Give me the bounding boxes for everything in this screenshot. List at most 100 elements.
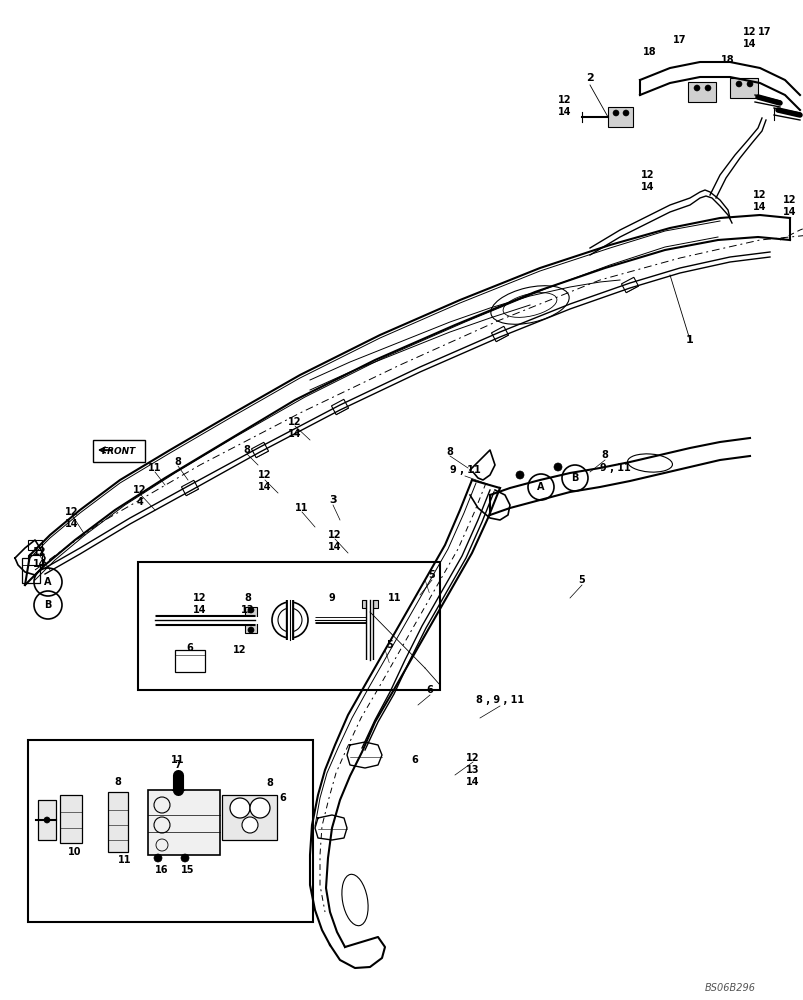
Text: 14: 14 [65, 519, 79, 529]
Bar [28, 740, 312, 922]
Text: 12: 12 [193, 593, 206, 603]
Bar [108, 792, 128, 852]
Text: 14: 14 [557, 107, 571, 117]
Circle shape [44, 817, 50, 823]
Bar [22, 558, 40, 583]
Text: 13: 13 [466, 765, 479, 775]
Bar [607, 107, 632, 127]
Text: 14: 14 [258, 482, 271, 492]
Polygon shape [251, 442, 268, 458]
Circle shape [553, 463, 561, 471]
Text: 5: 5 [578, 575, 585, 585]
Polygon shape [621, 277, 638, 293]
Text: 10: 10 [68, 847, 82, 857]
Text: 17: 17 [672, 35, 686, 45]
Circle shape [230, 798, 250, 818]
Text: 2: 2 [585, 73, 593, 83]
Text: 3: 3 [328, 495, 336, 505]
Text: 8: 8 [267, 778, 273, 788]
Text: B: B [44, 600, 51, 610]
Text: 9 , 11: 9 , 11 [449, 465, 479, 475]
Text: 8: 8 [446, 447, 453, 457]
Text: 12: 12 [742, 27, 756, 37]
Text: 9 , 11: 9 , 11 [599, 463, 630, 473]
Circle shape [154, 854, 161, 862]
Text: 11: 11 [118, 855, 132, 865]
Bar [361, 600, 377, 608]
Text: 14: 14 [641, 182, 654, 192]
Polygon shape [425, 577, 438, 593]
Text: 7: 7 [174, 760, 181, 770]
Text: 8: 8 [114, 777, 121, 787]
Text: 12: 12 [641, 170, 654, 180]
Text: 14: 14 [288, 429, 301, 439]
Polygon shape [491, 326, 507, 342]
Bar [148, 790, 220, 855]
Text: 8 , 9 , 11: 8 , 9 , 11 [475, 695, 524, 705]
Text: B: B [571, 473, 578, 483]
Bar [38, 800, 56, 840]
Polygon shape [331, 399, 348, 415]
Text: 11: 11 [295, 503, 308, 513]
Polygon shape [385, 647, 398, 663]
Bar [687, 82, 715, 102]
Bar [245, 607, 257, 633]
Text: 8: 8 [601, 450, 608, 460]
Bar [729, 78, 757, 98]
Text: 18: 18 [720, 55, 734, 65]
Circle shape [735, 81, 741, 87]
Text: 17: 17 [757, 27, 771, 37]
Text: 12: 12 [33, 547, 47, 557]
Text: 12: 12 [133, 485, 147, 495]
Text: 14: 14 [193, 605, 206, 615]
Text: 8: 8 [244, 593, 251, 603]
Text: BS06B296: BS06B296 [703, 983, 755, 993]
Text: 14: 14 [752, 202, 766, 212]
Text: 6: 6 [279, 793, 286, 803]
Text: 12: 12 [288, 417, 301, 427]
Text: 13: 13 [241, 605, 255, 615]
Bar [175, 650, 205, 672]
Text: 5: 5 [428, 570, 435, 580]
Text: 12: 12 [782, 195, 796, 205]
Bar [60, 795, 82, 843]
Bar [138, 562, 439, 690]
Text: 11: 11 [148, 463, 161, 473]
Text: 1: 1 [685, 335, 693, 345]
Text: 14: 14 [466, 777, 479, 787]
Text: 11: 11 [388, 593, 402, 603]
Text: 18: 18 [642, 47, 656, 57]
Text: 12: 12 [258, 470, 271, 480]
Text: FRONT: FRONT [102, 446, 136, 456]
Circle shape [247, 627, 254, 633]
Circle shape [247, 607, 254, 613]
Text: 12: 12 [65, 507, 79, 517]
Circle shape [181, 854, 189, 862]
Text: 12: 12 [328, 530, 341, 540]
Text: 16: 16 [155, 865, 169, 875]
Text: 4: 4 [137, 497, 143, 507]
Circle shape [516, 471, 524, 479]
Text: 6: 6 [186, 643, 194, 653]
Text: 15: 15 [181, 865, 194, 875]
Text: 12: 12 [752, 190, 766, 200]
Bar [93, 440, 145, 462]
Text: 14: 14 [782, 207, 796, 217]
Text: 9: 9 [328, 593, 335, 603]
Polygon shape [181, 480, 198, 496]
Text: A: A [536, 482, 544, 492]
Text: 12: 12 [466, 753, 479, 763]
Text: A: A [44, 577, 51, 587]
Circle shape [622, 110, 628, 116]
Text: 14: 14 [33, 559, 47, 569]
Circle shape [250, 798, 270, 818]
Text: 6: 6 [411, 755, 418, 765]
Text: 12: 12 [557, 95, 571, 105]
Text: 5: 5 [386, 640, 393, 650]
Circle shape [693, 85, 699, 91]
Circle shape [704, 85, 710, 91]
Circle shape [612, 110, 618, 116]
Text: 8: 8 [174, 457, 181, 467]
Text: 14: 14 [742, 39, 756, 49]
Bar [28, 555, 42, 565]
